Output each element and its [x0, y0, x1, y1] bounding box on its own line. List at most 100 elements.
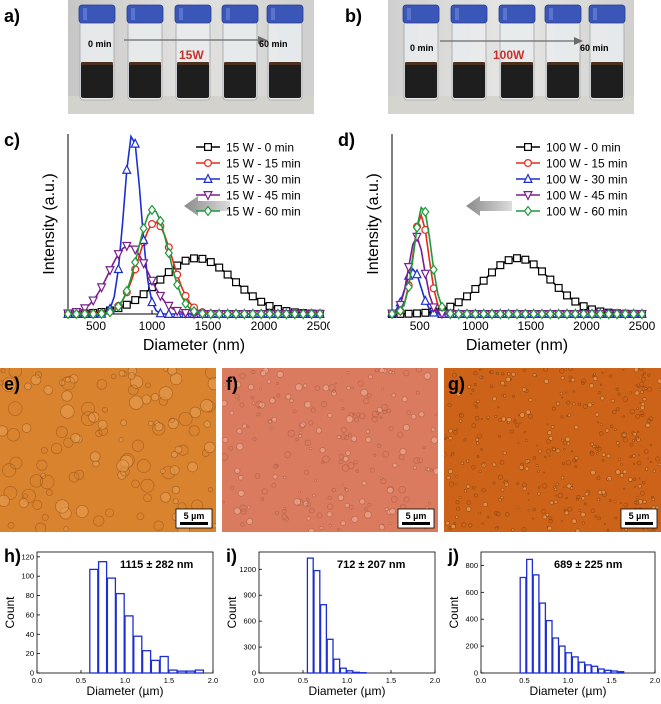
particle — [606, 453, 611, 459]
particle — [568, 375, 572, 379]
particle — [388, 521, 392, 525]
data-point — [206, 308, 215, 320]
particle — [136, 512, 145, 521]
particle — [61, 390, 73, 402]
particle — [479, 368, 482, 371]
particle — [386, 486, 394, 494]
particle — [500, 495, 504, 500]
particle — [380, 403, 388, 412]
hist-bar — [159, 655, 169, 674]
particle — [207, 487, 214, 493]
particle — [640, 377, 646, 382]
particle — [359, 498, 366, 505]
hist-bar — [604, 669, 612, 674]
particle — [416, 457, 424, 464]
particle — [643, 449, 649, 454]
particle — [458, 412, 464, 418]
data-point — [265, 308, 274, 320]
particle — [478, 511, 482, 515]
particle — [63, 526, 69, 532]
data-point — [203, 173, 213, 184]
particle — [331, 488, 336, 493]
particle — [254, 473, 261, 479]
particle — [281, 513, 288, 521]
particle — [381, 387, 384, 390]
particle — [222, 501, 225, 504]
particle — [314, 385, 321, 391]
particle — [403, 369, 410, 377]
particle — [642, 397, 647, 402]
particle — [251, 401, 256, 405]
hist-bar — [352, 671, 361, 674]
particle — [273, 463, 279, 469]
legend-entry: 15 W - 30 min — [196, 173, 301, 187]
particle — [632, 477, 637, 481]
particle — [582, 521, 586, 525]
particle — [234, 381, 242, 388]
particle — [467, 523, 473, 528]
data-point — [504, 308, 513, 320]
particle — [334, 382, 337, 385]
particle — [467, 384, 472, 389]
particle — [637, 430, 640, 434]
particle — [546, 448, 551, 454]
particle — [304, 439, 311, 446]
particle — [621, 432, 627, 438]
particle — [2, 463, 17, 478]
particle — [284, 451, 292, 459]
particle — [415, 368, 423, 373]
particle — [627, 477, 633, 482]
particle — [230, 485, 235, 491]
y-tick-label: 0 — [252, 669, 256, 678]
x-axis-label: Diameter (nm) — [143, 337, 245, 354]
data-point — [412, 309, 421, 318]
vial — [221, 4, 259, 101]
particle — [582, 403, 588, 409]
particle — [352, 412, 356, 416]
data-point — [180, 309, 191, 319]
particle — [120, 419, 127, 427]
y-tick-label: 900 — [243, 591, 256, 600]
series-1 — [63, 220, 325, 319]
data-point — [428, 303, 439, 314]
particle — [546, 423, 549, 426]
particle — [451, 372, 457, 378]
vial-photo-15w: 0 min 15W 60 min — [68, 0, 314, 114]
particle — [222, 436, 229, 444]
particle — [603, 522, 606, 526]
data-point — [403, 263, 414, 273]
particle — [473, 493, 478, 498]
particle — [418, 411, 425, 418]
panel-label-a: a) — [4, 6, 21, 26]
hist-bar — [313, 569, 321, 674]
legend-entry: 100 W - 15 min — [516, 157, 627, 171]
legend-label: 15 W - 45 min — [226, 189, 301, 203]
x-axis-label: Diameter (µm) — [530, 684, 607, 698]
data-point — [604, 308, 613, 320]
particle — [460, 461, 465, 466]
hist-bar — [339, 667, 347, 674]
particle — [640, 490, 645, 496]
data-point — [621, 308, 630, 320]
particle — [63, 437, 74, 448]
hist-bar — [333, 658, 341, 674]
particle — [310, 407, 316, 413]
particle — [0, 368, 6, 374]
particle — [592, 376, 598, 382]
particle — [361, 480, 367, 486]
data-point — [421, 206, 430, 218]
particle — [35, 522, 47, 532]
x-tick-label: 1.0 — [563, 676, 573, 685]
data-point — [113, 250, 124, 260]
particle — [629, 455, 633, 459]
particle — [590, 508, 596, 514]
particle — [581, 378, 587, 384]
particle — [623, 487, 626, 490]
particle — [343, 487, 347, 490]
data-point — [387, 308, 397, 320]
y-tick-label: 800 — [465, 561, 478, 570]
particle — [81, 401, 96, 416]
particle — [632, 439, 635, 442]
particle — [293, 498, 301, 506]
particle — [447, 402, 452, 408]
